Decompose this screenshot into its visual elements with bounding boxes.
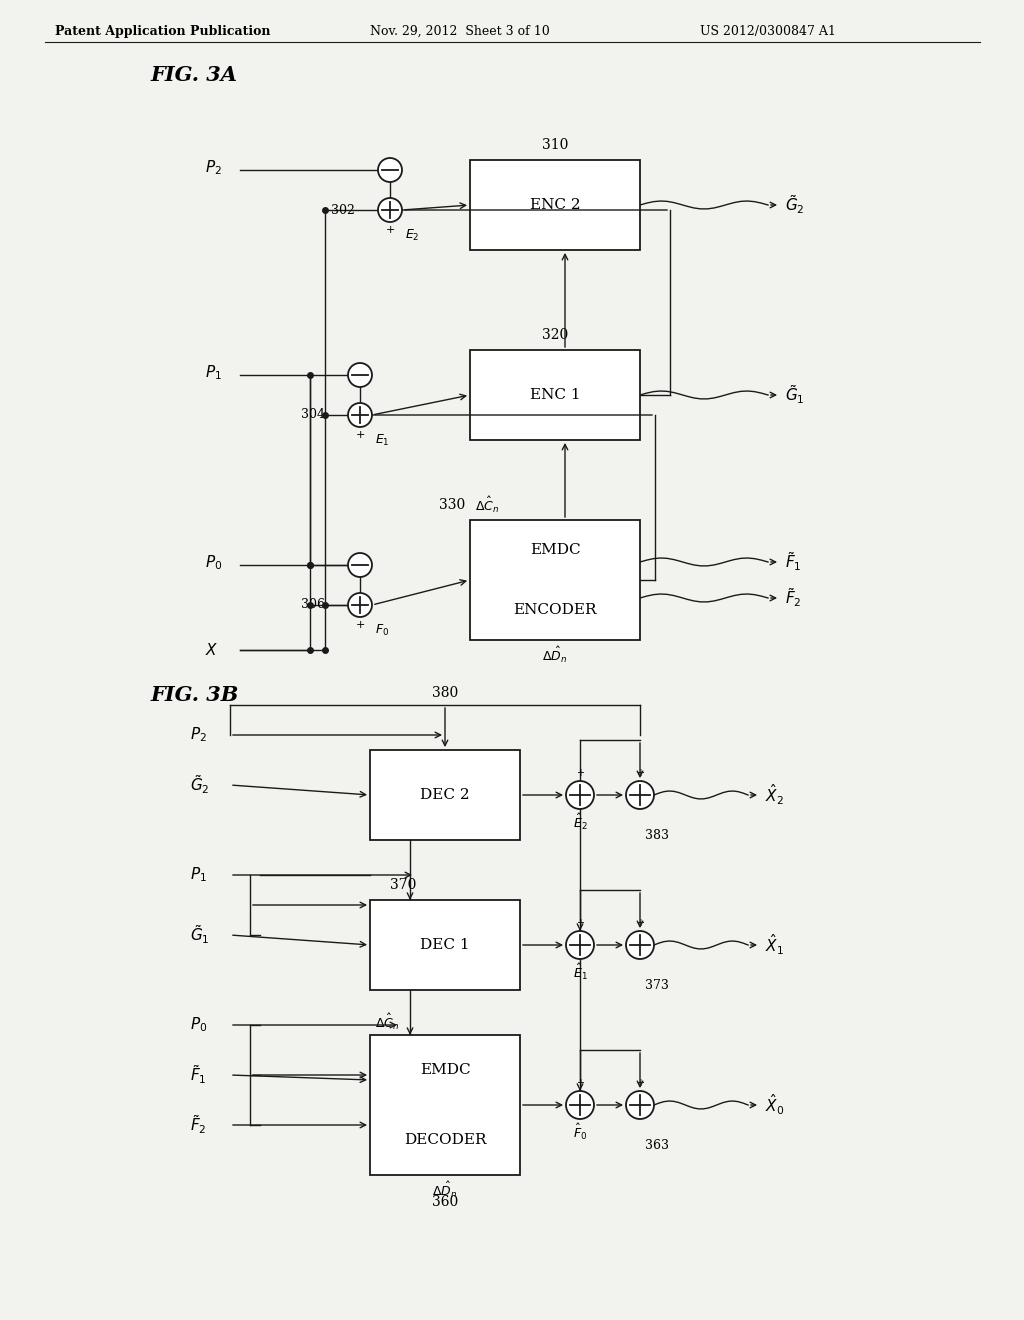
Text: $E_1$: $E_1$ [375,433,390,447]
Text: +: + [636,1078,644,1088]
FancyBboxPatch shape [470,160,640,249]
Text: $\Delta\hat{D}_n$: $\Delta\hat{D}_n$ [543,645,567,665]
Text: $\Delta\hat{C}_n$: $\Delta\hat{C}_n$ [475,495,500,515]
Text: FIG. 3B: FIG. 3B [150,685,239,705]
Circle shape [348,553,372,577]
Text: Patent Application Publication: Patent Application Publication [55,25,270,38]
FancyBboxPatch shape [470,520,640,640]
Text: 380: 380 [432,686,458,700]
Text: 330: 330 [438,498,465,512]
Circle shape [566,931,594,960]
Circle shape [378,158,402,182]
Text: $\tilde{G}_1$: $\tilde{G}_1$ [785,384,805,407]
Text: 306: 306 [301,598,325,611]
Circle shape [378,198,402,222]
Text: ENC 2: ENC 2 [529,198,581,213]
FancyBboxPatch shape [370,900,520,990]
Text: +: + [575,768,584,777]
Text: $F_0$: $F_0$ [375,623,389,638]
Text: ENC 1: ENC 1 [529,388,581,403]
Text: $\hat{X}_1$: $\hat{X}_1$ [765,933,784,957]
Circle shape [626,1092,654,1119]
Text: $P_1$: $P_1$ [190,866,207,884]
Text: $\hat{E}_1$: $\hat{E}_1$ [572,962,588,982]
Circle shape [626,781,654,809]
Text: $\tilde{F}_2$: $\tilde{F}_2$ [785,586,802,610]
Text: 320: 320 [542,327,568,342]
Text: EMDC: EMDC [420,1063,470,1077]
Text: $P_0$: $P_0$ [190,1015,207,1035]
Text: +: + [636,768,644,777]
Text: $\tilde{G}_2$: $\tilde{G}_2$ [190,774,210,796]
Text: ENCODER: ENCODER [513,603,597,616]
Text: $\hat{X}_0$: $\hat{X}_0$ [765,1093,784,1117]
Text: $\tilde{F}_1$: $\tilde{F}_1$ [190,1064,207,1086]
Text: +: + [636,917,644,928]
Text: FIG. 3A: FIG. 3A [150,65,237,84]
Circle shape [348,363,372,387]
FancyBboxPatch shape [370,750,520,840]
Text: 304: 304 [301,408,325,421]
Text: $\tilde{G}_2$: $\tilde{G}_2$ [785,194,805,216]
Text: 363: 363 [645,1139,669,1152]
Circle shape [566,1092,594,1119]
Text: $\tilde{F}_2$: $\tilde{F}_2$ [190,1114,207,1137]
Text: $P_2$: $P_2$ [205,158,222,177]
Text: $\hat{X}_2$: $\hat{X}_2$ [765,783,784,808]
Text: 302: 302 [331,203,355,216]
Text: +: + [575,917,584,928]
Circle shape [566,781,594,809]
Text: $P_0$: $P_0$ [205,553,222,573]
Text: $E_2$: $E_2$ [406,228,420,243]
Text: Nov. 29, 2012  Sheet 3 of 10: Nov. 29, 2012 Sheet 3 of 10 [370,25,550,38]
Text: +: + [355,620,365,630]
FancyBboxPatch shape [470,350,640,440]
Text: +: + [355,430,365,440]
Text: $\Delta\hat{D}_n$: $\Delta\hat{D}_n$ [432,1180,458,1200]
Text: 360: 360 [432,1195,458,1209]
Text: +: + [385,224,394,235]
Text: 383: 383 [645,829,669,842]
Circle shape [348,593,372,616]
Circle shape [348,403,372,426]
Text: DEC 2: DEC 2 [420,788,470,803]
Text: DEC 1: DEC 1 [420,939,470,952]
Text: $\Delta\hat{C}_n$: $\Delta\hat{C}_n$ [375,1012,399,1032]
Text: $\tilde{G}_1$: $\tilde{G}_1$ [190,924,210,946]
FancyBboxPatch shape [370,1035,520,1175]
Text: $X$: $X$ [205,642,218,657]
Text: $P_2$: $P_2$ [190,726,207,744]
Text: EMDC: EMDC [529,543,581,557]
Text: $\tilde{F}_1$: $\tilde{F}_1$ [785,550,802,573]
Text: 370: 370 [390,878,417,892]
Text: US 2012/0300847 A1: US 2012/0300847 A1 [700,25,836,38]
Text: +: + [575,1078,584,1088]
Text: $\hat{E}_2$: $\hat{E}_2$ [572,812,588,832]
Circle shape [626,931,654,960]
Text: $\hat{F}_0$: $\hat{F}_0$ [572,1122,587,1142]
Text: $P_1$: $P_1$ [205,363,222,383]
Text: DECODER: DECODER [403,1133,486,1147]
Text: 310: 310 [542,139,568,152]
Text: 373: 373 [645,979,669,993]
